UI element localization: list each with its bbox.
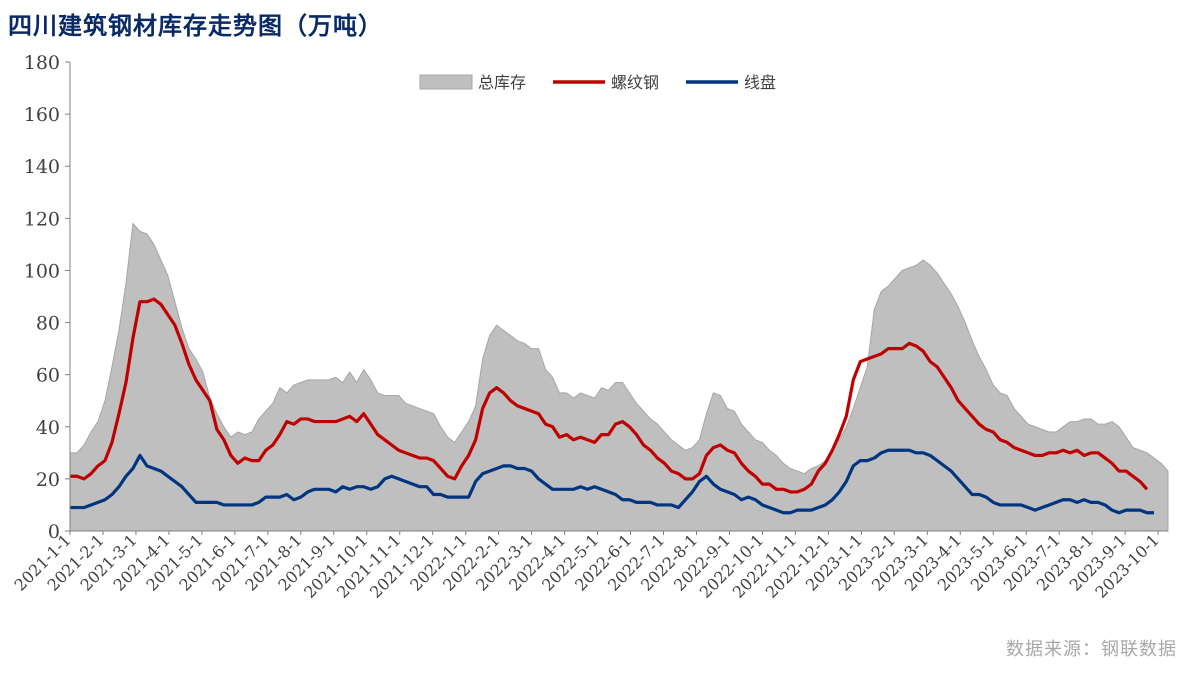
y-tick-label: 180 xyxy=(24,52,60,74)
y-tick-label: 0 xyxy=(48,521,60,543)
line-layer xyxy=(70,297,1155,515)
y-tick-label: 120 xyxy=(24,208,60,230)
source-note: 数据来源：钢联数据 xyxy=(1006,639,1177,660)
chart-title: 四川建筑钢材库存走势图（万吨） xyxy=(8,11,383,40)
legend-label-2: 线盘 xyxy=(744,73,776,92)
legend-label-0: 总库存 xyxy=(478,73,526,92)
y-tick-label: 100 xyxy=(24,260,60,282)
series-line-1 xyxy=(70,297,1149,494)
y-tick-label: 160 xyxy=(24,104,60,126)
y-tick-label: 60 xyxy=(36,365,60,387)
legend-swatch-total-stock xyxy=(419,74,473,90)
legend-label-1: 螺纹钢 xyxy=(611,73,659,92)
legend: 总库存 螺纹钢 线盘 xyxy=(419,73,776,92)
y-tick-label: 140 xyxy=(24,156,60,178)
y-tick-label: 80 xyxy=(36,313,60,335)
y-tick-label: 40 xyxy=(36,417,60,439)
y-tick-label: 20 xyxy=(36,469,60,491)
series-line-2 xyxy=(70,448,1155,515)
area-layer xyxy=(69,222,1169,532)
series-area-total-stock xyxy=(69,222,1169,532)
